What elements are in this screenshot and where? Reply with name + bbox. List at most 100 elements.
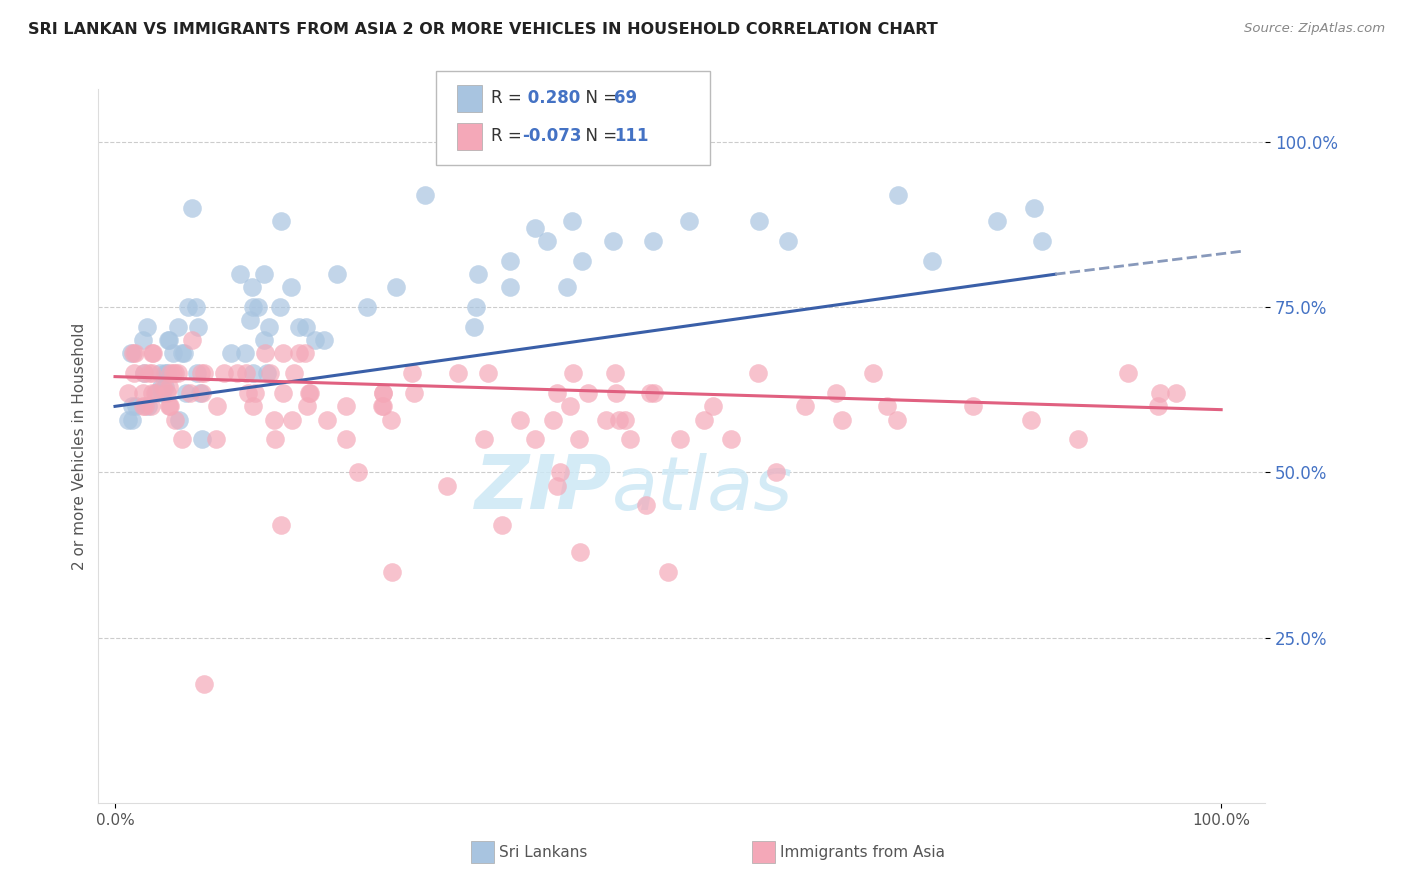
Point — [254, 346, 277, 360]
Point — [143, 386, 166, 401]
Point — [499, 254, 522, 268]
Text: Source: ZipAtlas.com: Source: ZipAtlas.com — [1244, 22, 1385, 36]
Point — [243, 386, 266, 401]
Point — [191, 386, 214, 401]
Text: N =: N = — [575, 128, 623, 145]
Point — [380, 412, 402, 426]
Point — [385, 280, 408, 294]
Point — [172, 346, 194, 360]
Point — [141, 386, 163, 401]
Point — [294, 320, 316, 334]
Point — [335, 400, 357, 414]
Point — [605, 386, 627, 401]
Point — [678, 214, 700, 228]
Point — [568, 433, 591, 447]
Point — [776, 234, 799, 248]
Point — [212, 367, 235, 381]
Point — [638, 386, 661, 401]
Point — [831, 412, 853, 426]
Point — [447, 367, 470, 381]
Point — [595, 412, 617, 426]
Point — [150, 386, 173, 401]
Point — [188, 386, 211, 401]
Point — [876, 400, 898, 414]
Point — [371, 386, 394, 401]
Point — [273, 346, 295, 360]
Point — [509, 412, 531, 426]
Point — [159, 367, 181, 381]
Point — [240, 280, 263, 294]
Point — [1116, 367, 1139, 381]
Point — [962, 400, 984, 414]
Point — [153, 379, 176, 393]
Point — [467, 267, 489, 281]
Point — [186, 367, 208, 381]
Point — [263, 412, 285, 426]
Point — [607, 412, 630, 426]
Point — [157, 333, 180, 347]
Point — [132, 367, 155, 381]
Point — [156, 386, 179, 401]
Point — [117, 412, 139, 426]
Point — [142, 346, 165, 360]
Point — [131, 386, 153, 401]
Point — [149, 367, 172, 381]
Point — [152, 379, 174, 393]
Point — [141, 367, 163, 381]
Point — [162, 367, 184, 381]
Point — [491, 518, 513, 533]
Point — [117, 386, 139, 401]
Point — [173, 346, 195, 360]
Point — [794, 400, 817, 414]
Point — [288, 320, 311, 334]
Point — [141, 346, 163, 360]
Text: N =: N = — [575, 89, 623, 107]
Point — [162, 346, 184, 360]
Point — [568, 545, 591, 559]
Point — [167, 320, 190, 334]
Point — [150, 379, 173, 393]
Point — [536, 234, 558, 248]
Point — [132, 367, 155, 381]
Point — [125, 400, 148, 414]
Point — [190, 367, 212, 381]
Point — [477, 367, 499, 381]
Point — [280, 280, 302, 294]
Point — [546, 478, 568, 492]
Point — [614, 412, 637, 426]
Point — [138, 367, 160, 381]
Text: 111: 111 — [614, 128, 650, 145]
Point — [256, 367, 278, 381]
Point — [156, 333, 179, 347]
Point — [187, 320, 209, 334]
Point — [619, 433, 641, 447]
Point — [921, 254, 943, 268]
Point — [702, 400, 724, 414]
Point — [131, 333, 153, 347]
Point — [404, 386, 426, 401]
Point — [155, 367, 177, 381]
Point — [124, 346, 146, 360]
Point — [225, 367, 247, 381]
Point — [132, 400, 155, 414]
Text: atlas: atlas — [612, 453, 793, 524]
Point — [312, 333, 335, 347]
Point — [157, 379, 180, 393]
Point — [242, 400, 264, 414]
Point — [548, 466, 571, 480]
Point — [634, 499, 657, 513]
Point — [465, 300, 488, 314]
Point — [259, 367, 281, 381]
Point — [135, 320, 157, 334]
Point — [463, 320, 485, 334]
Point — [304, 333, 326, 347]
Point — [242, 367, 264, 381]
Text: R =: R = — [491, 89, 527, 107]
Text: SRI LANKAN VS IMMIGRANTS FROM ASIA 2 OR MORE VEHICLES IN HOUSEHOLD CORRELATION C: SRI LANKAN VS IMMIGRANTS FROM ASIA 2 OR … — [28, 22, 938, 37]
Point — [1021, 412, 1043, 426]
Point — [270, 214, 292, 228]
Point — [643, 386, 665, 401]
Point — [252, 333, 274, 347]
Text: Immigrants from Asia: Immigrants from Asia — [780, 845, 945, 860]
Text: ZIP: ZIP — [475, 452, 612, 525]
